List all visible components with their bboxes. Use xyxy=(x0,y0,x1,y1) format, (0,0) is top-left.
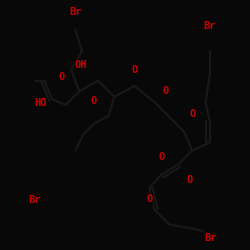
Text: O: O xyxy=(162,86,168,97)
Text: HO: HO xyxy=(34,98,47,108)
Text: Br: Br xyxy=(69,7,82,17)
Text: Br: Br xyxy=(29,195,41,205)
Text: O: O xyxy=(91,96,97,106)
Text: O: O xyxy=(146,194,152,204)
Text: OH: OH xyxy=(75,60,87,70)
Text: Br: Br xyxy=(204,20,216,30)
Text: O: O xyxy=(59,72,65,82)
Text: Br: Br xyxy=(205,233,217,243)
Text: O: O xyxy=(131,65,138,75)
Text: O: O xyxy=(189,109,195,119)
Text: O: O xyxy=(158,152,164,162)
Text: O: O xyxy=(186,175,193,185)
